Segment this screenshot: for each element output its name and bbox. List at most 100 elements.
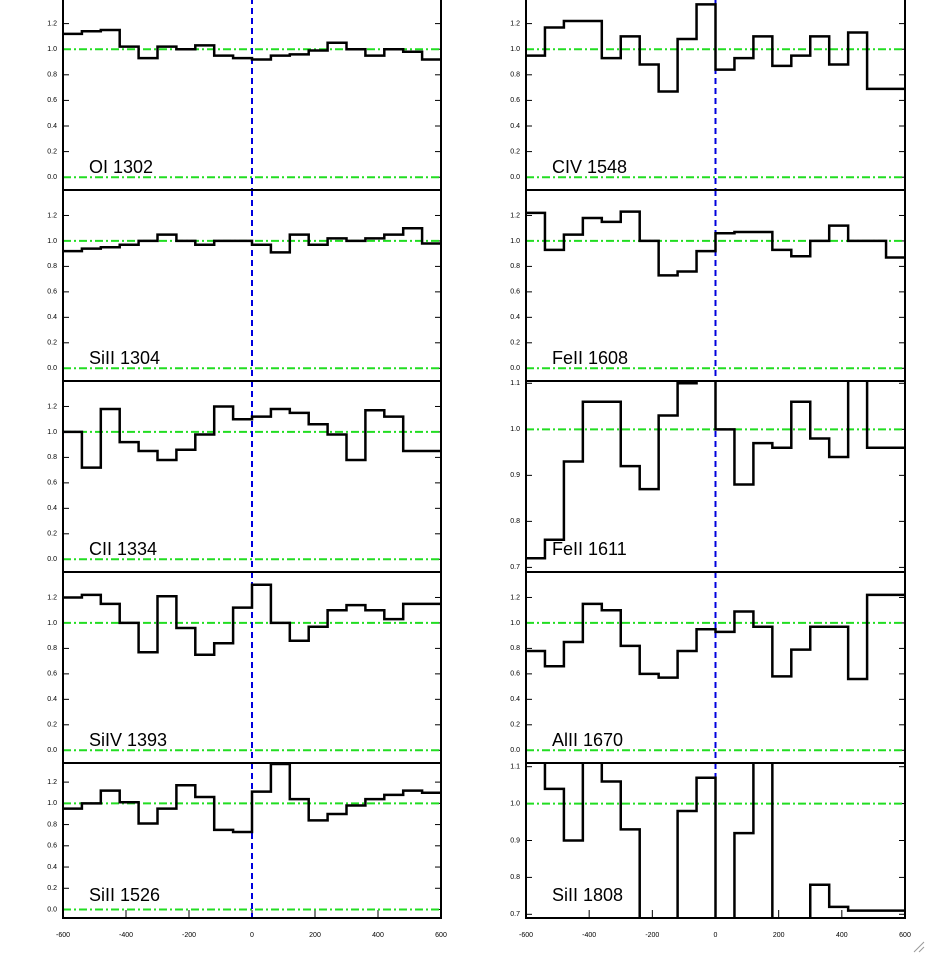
y-tick-label: 0.2	[510, 340, 520, 347]
spectrum	[526, 381, 905, 560]
y-tick-label: 0.4	[510, 696, 520, 703]
panel-label: SiII 1808	[552, 885, 623, 905]
y-tick-label: 1.1	[510, 380, 520, 387]
panel-label: FeII 1608	[552, 348, 628, 368]
x-tick-label: -600	[519, 932, 533, 939]
y-tick-label: 0.6	[47, 843, 57, 850]
y-tick-label: 0.6	[510, 289, 520, 296]
y-tick-label: 0.8	[510, 263, 520, 270]
panel: 0.0 0.2 0.4 0.6 0.8 1.0 1.2 -600 -400 -200 0 200 400…	[47, 762, 447, 939]
y-tick-label: 0.6	[47, 289, 57, 296]
x-tick-label: 400	[372, 932, 384, 939]
y-tick-label: 0.7	[510, 564, 520, 571]
y-tick-label: 1.2	[47, 212, 57, 219]
y-tick-label: 0.0	[510, 174, 520, 181]
y-tick-label: 0.0	[47, 556, 57, 563]
panel: 0.0 0.2 0.4 0.6 0.8 1.0 1.2 FeII 1608	[510, 189, 906, 382]
panel: 0.0 0.2 0.4 0.6 0.8 1.0 1.2 CII 1334	[47, 380, 442, 573]
x-tick-label: -400	[582, 932, 596, 939]
y-tick-label: 0.6	[47, 480, 57, 487]
y-tick-label: 0.2	[47, 148, 57, 155]
y-tick-label: 1.2	[47, 20, 57, 27]
spectrum	[63, 28, 441, 61]
y-tick-label: 0.4	[47, 864, 57, 871]
y-tick-label: 0.4	[47, 123, 57, 130]
y-tick-label: 0.8	[47, 821, 57, 828]
y-tick-label: 0.8	[510, 874, 520, 881]
panel-frame	[62, 762, 442, 919]
y-tick-label: 0.2	[47, 722, 57, 729]
y-tick-label: 0.4	[510, 123, 520, 130]
y-tick-label: 1.0	[47, 800, 57, 807]
panel: 0.0 0.2 0.4 0.6 0.8 1.0 1.2 SiIV 1393	[47, 571, 442, 764]
y-tick-label: 1.0	[47, 429, 57, 436]
y-tick-label: 0.9	[510, 837, 520, 844]
panel-label: CIV 1548	[552, 157, 627, 177]
panel-label: CII 1334	[89, 539, 157, 559]
y-tick-label: 0.2	[510, 722, 520, 729]
x-tick-label: 0	[714, 932, 718, 939]
panel-label: SiII 1526	[89, 885, 160, 905]
y-tick-label: 1.0	[510, 620, 520, 627]
y-tick-label: 0.4	[47, 696, 57, 703]
panel: 0.0 0.2 0.4 0.6 0.8 1.0 1.2 SiII 1304	[47, 189, 442, 382]
panel: 0.7 0.8 0.9 1.0 1.1 -600 -400 -200 0 200 400 600 SiI…	[510, 762, 911, 939]
panel: 0.0 0.2 0.4 0.6 0.8 1.0 1.2 CIV 1548	[510, 0, 906, 191]
y-tick-label: 0.2	[47, 885, 57, 892]
y-tick-label: 1.0	[510, 800, 520, 807]
y-tick-label: 0.4	[510, 314, 520, 321]
x-tick-label: 400	[836, 932, 848, 939]
y-tick-label: 0.2	[47, 531, 57, 538]
x-tick-label: 200	[309, 932, 321, 939]
x-tick-label: 600	[899, 932, 911, 939]
y-tick-label: 0.0	[47, 365, 57, 372]
y-tick-label: 0.0	[47, 747, 57, 754]
y-tick-label: 1.0	[47, 46, 57, 53]
y-tick-label: 1.0	[47, 238, 57, 245]
panel: 0.0 0.2 0.4 0.6 0.8 1.0 1.2 AlII 1670	[510, 571, 906, 764]
x-tick-label: 600	[435, 932, 447, 939]
y-tick-label: 1.2	[47, 779, 57, 786]
x-tick-label: -200	[182, 932, 196, 939]
x-tick-label: 0	[250, 932, 254, 939]
y-tick-label: 1.0	[510, 426, 520, 433]
spectrum	[63, 583, 441, 657]
y-tick-label: 0.4	[47, 505, 57, 512]
y-tick-label: 1.2	[510, 20, 520, 27]
y-tick-label: 0.6	[47, 97, 57, 104]
y-tick-label: 1.2	[510, 594, 520, 601]
spectrum	[526, 593, 905, 681]
y-tick-label: 0.0	[510, 365, 520, 372]
spectrum	[63, 226, 441, 254]
spectrum	[543, 763, 905, 918]
y-tick-label: 0.8	[47, 72, 57, 79]
x-tick-label: 200	[773, 932, 785, 939]
panel: 0.7 0.8 0.9 1.0 1.1 FeII 1611	[510, 380, 906, 573]
y-tick-label: 1.2	[510, 212, 520, 219]
y-tick-label: 0.6	[47, 671, 57, 678]
y-tick-label: 0.0	[47, 906, 57, 913]
panel: 0.0 0.2 0.4 0.6 0.8 1.0 1.2 OI 1302	[47, 0, 442, 191]
panel-label: SiIV 1393	[89, 730, 167, 750]
y-tick-label: 0.6	[510, 97, 520, 104]
y-tick-label: 0.4	[47, 314, 57, 321]
y-tick-label: 0.8	[510, 645, 520, 652]
y-tick-label: 1.0	[510, 46, 520, 53]
x-tick-label: -600	[56, 932, 70, 939]
spectrum	[526, 3, 905, 93]
panel-label: SiII 1304	[89, 348, 160, 368]
y-tick-label: 0.9	[510, 472, 520, 479]
y-tick-label: 0.8	[47, 454, 57, 461]
y-tick-label: 0.8	[510, 72, 520, 79]
panel-label: AlII 1670	[552, 730, 623, 750]
panel-frame	[525, 762, 906, 919]
y-tick-label: 1.2	[47, 403, 57, 410]
y-tick-label: 0.0	[510, 747, 520, 754]
resize-grip	[913, 941, 925, 953]
y-tick-label: 0.7	[510, 911, 520, 918]
y-tick-label: 0.2	[510, 148, 520, 155]
y-tick-label: 0.8	[510, 518, 520, 525]
spectrum	[63, 405, 441, 469]
x-tick-label: -200	[645, 932, 659, 939]
